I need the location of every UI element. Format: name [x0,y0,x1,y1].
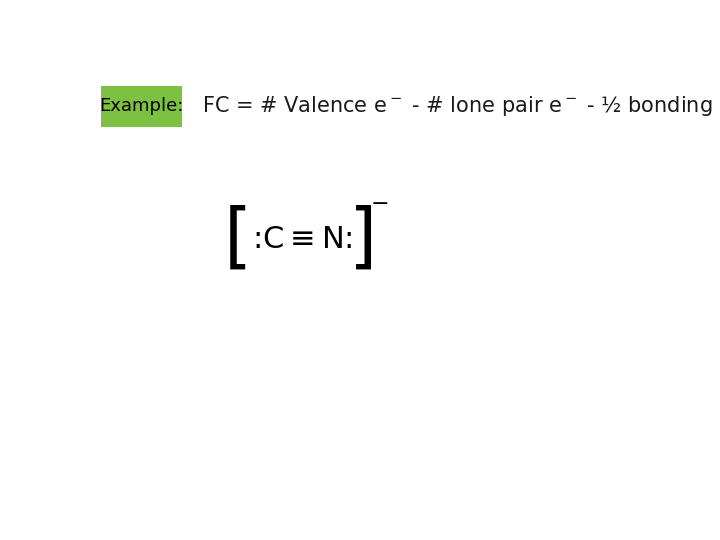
Text: [: [ [224,205,252,274]
Text: −: − [371,194,390,214]
Text: Example:: Example: [99,97,184,116]
Text: ]: ] [349,205,377,274]
FancyBboxPatch shape [101,85,182,127]
Text: :C$\equiv$N:: :C$\equiv$N: [252,225,352,254]
Text: FC = # Valence e$^-$ - # lone pair e$^-$ - ½ bonding e$^-$: FC = # Valence e$^-$ - # lone pair e$^-$… [202,94,720,118]
